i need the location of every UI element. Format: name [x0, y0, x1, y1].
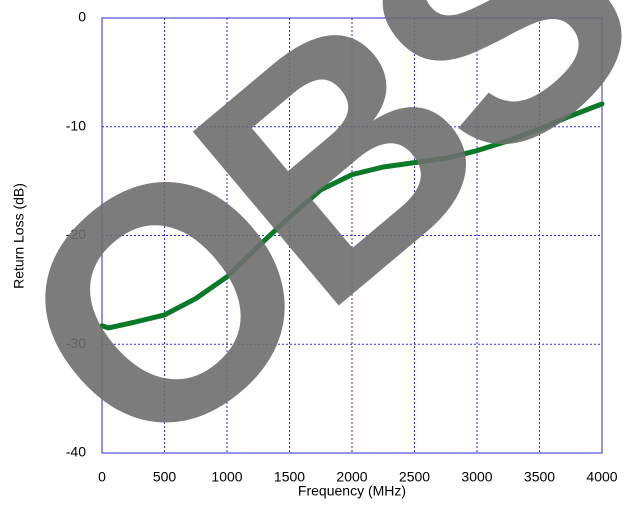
y-tick-label: -20 — [66, 226, 86, 242]
x-tick-label: 1000 — [211, 469, 242, 485]
y-axis-label: Return Loss (dB) — [11, 183, 27, 289]
x-axis-label: Frequency (MHz) — [298, 483, 406, 499]
x-tick-label: 3500 — [524, 469, 555, 485]
x-tick-label: 0 — [98, 469, 106, 485]
x-tick-label: 1500 — [274, 469, 305, 485]
y-tick-label: -30 — [66, 335, 86, 351]
x-tick-label: 2500 — [399, 469, 430, 485]
x-tick-label: 2000 — [336, 469, 367, 485]
y-tick-label: -10 — [66, 117, 86, 133]
y-tick-label: 0 — [78, 9, 86, 25]
plot-frame — [101, 17, 603, 454]
y-tick-label: -40 — [66, 444, 86, 460]
x-tick-label: 3000 — [461, 469, 492, 485]
x-tick-label: 500 — [153, 469, 177, 485]
data-line — [99, 101, 605, 331]
x-tick-label: 4000 — [586, 469, 617, 485]
